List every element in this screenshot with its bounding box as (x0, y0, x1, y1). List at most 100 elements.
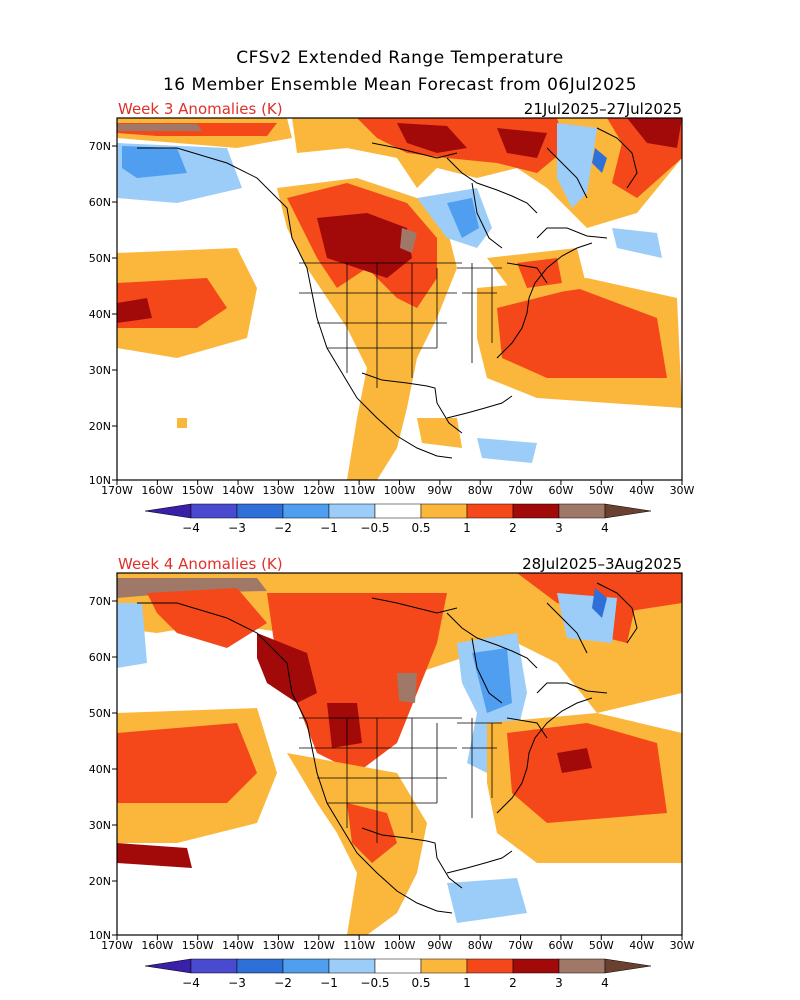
week4-lon-label: 110W (343, 939, 375, 952)
week4-coastlines (137, 582, 638, 914)
map-title-line-2: 16 Member Ensemble Mean Forecast from 06… (162, 75, 638, 95)
week3-lon-label: 80W (468, 484, 493, 497)
week3-lon-label: 100W (384, 484, 416, 497)
week4-anomaly-region (267, 593, 447, 773)
week3-anomaly-region (557, 123, 597, 208)
week4-colorbar-swatch (558, 958, 606, 974)
week4-lat-label: 50N (89, 707, 111, 720)
week4-anomaly-region (472, 648, 512, 713)
week4-colorbar-swatch (282, 958, 330, 974)
week4-colorbar-swatch (328, 958, 376, 974)
week3-lat-label: 70N (89, 140, 111, 153)
week3-lon-label: 90W (427, 484, 452, 497)
week3-anomaly-region (592, 148, 607, 173)
week4-lon-label: 170W (101, 939, 133, 952)
week4-anomaly-region (327, 703, 362, 748)
week4-lon-label: 150W (182, 939, 214, 952)
week4-anomaly-region (117, 843, 192, 868)
week4-colorbar-label: −1 (320, 976, 338, 990)
week4-lon-label: 50W (589, 939, 614, 952)
week4-lat-label: 20N (89, 875, 111, 888)
week3-lon-label: 160W (141, 484, 173, 497)
week4-lon-label: 80W (468, 939, 493, 952)
week4-colorbar-label: −3 (228, 976, 246, 990)
week3-lon-label: 170W (101, 484, 133, 497)
week3-lat-label: 10N (89, 474, 111, 487)
week3-anomaly-region (117, 298, 152, 323)
week4-date-range: 28Jul2025–3Aug2025 (522, 555, 682, 573)
week4-colorbar-label: −4 (182, 976, 200, 990)
week4-lon-label: 120W (303, 939, 335, 952)
week4-anomaly-region (557, 748, 592, 773)
week4-lon-label: 100W (384, 939, 416, 952)
week3-anomaly-region (447, 198, 479, 238)
week4-anomaly-region (257, 633, 317, 703)
week4-lon-label: 140W (222, 939, 254, 952)
week3-colorbar-label: −0.5 (360, 521, 389, 535)
week3-lon-label: 150W (182, 484, 214, 497)
week4-colorbar-swatch (236, 958, 284, 974)
week4-lat-label: 60N (89, 651, 111, 664)
week4-lon-label: 60W (548, 939, 573, 952)
week4-anomaly-region (117, 603, 147, 668)
week4-colorbar-swatch (512, 958, 560, 974)
map-title-line-1: CFSv2 Extended Range Temperature (236, 48, 564, 68)
week3-anomaly-region (400, 228, 417, 253)
week3-colorbar-label: 0.5 (411, 521, 430, 535)
week3-anomaly-region (477, 438, 537, 463)
week3-anomaly-region (497, 288, 667, 378)
week3-colorbar-label: −3 (228, 521, 246, 535)
week3-lat-label: 20N (89, 420, 111, 433)
week4-colorbar-label: 4 (601, 976, 609, 990)
week3-colorbar-label: 3 (555, 521, 563, 535)
week3-colorbar-label: −4 (182, 521, 200, 535)
week3-map-area (116, 117, 683, 481)
week4-lat-label: 10N (89, 929, 111, 942)
week4-anomaly-region (592, 588, 607, 618)
week3-anomaly-region (397, 123, 467, 153)
week4-anomaly-region (117, 573, 682, 713)
week4-anomaly-region (507, 723, 667, 823)
week4-lat-label: 40N (89, 763, 111, 776)
week4-lon-label: 70W (508, 939, 533, 952)
week3-colorbar-label: 2 (509, 521, 517, 535)
week3-anomaly-region (177, 418, 187, 428)
week4-state-borders (299, 717, 502, 843)
week3-colorbar-label: 4 (601, 521, 609, 535)
week3-anomaly-region (122, 146, 187, 178)
week3-lon-label: 140W (222, 484, 254, 497)
week4-colorbar-label: 2 (509, 976, 517, 990)
week4-lon-label: 160W (141, 939, 173, 952)
week3-lon-label: 50W (589, 484, 614, 497)
week3-lon-label: 60W (548, 484, 573, 497)
week4-colorbar-label: −2 (274, 976, 292, 990)
week4-colorbar: −4 −3 −2 −1 −0.5 0.5 1 2 3 4 (144, 958, 652, 990)
week3-anomaly-region (117, 124, 202, 131)
week3-panel-label: Week 3 Anomalies (K) (118, 100, 283, 118)
week4-lon-label: 130W (262, 939, 294, 952)
week4-colorbar-label: 0.5 (411, 976, 430, 990)
week4-lon-label: 40W (629, 939, 654, 952)
week3-lon-label: 130W (262, 484, 294, 497)
week4-colorbar-swatch (604, 958, 652, 974)
week3-date-range: 21Jul2025–27Jul2025 (523, 100, 682, 118)
week3-lat-label: 40N (89, 308, 111, 321)
week4-lat-label: 30N (89, 819, 111, 832)
week4-colorbar-swatch (466, 958, 514, 974)
week3-lon-label: 120W (303, 484, 335, 497)
week3-lon-label: 40W (629, 484, 654, 497)
week4-lon-label: 30W (670, 939, 695, 952)
week4-anomaly-region (117, 723, 257, 803)
week4-lat-label: 70N (89, 595, 111, 608)
week4-colorbar-label: 3 (555, 976, 563, 990)
week4-colorbar-swatch (374, 958, 422, 974)
week3-colorbar-swatch (604, 503, 652, 519)
week3-anomaly-region (497, 128, 547, 158)
week4-colorbar-swatch (144, 958, 192, 974)
week3-lat-label: 50N (89, 252, 111, 265)
week4-colorbar-swatch (190, 958, 238, 974)
week3-anomaly-region (317, 213, 412, 278)
week3-lon-label: 30W (670, 484, 695, 497)
week4-colorbar-swatch (420, 958, 468, 974)
